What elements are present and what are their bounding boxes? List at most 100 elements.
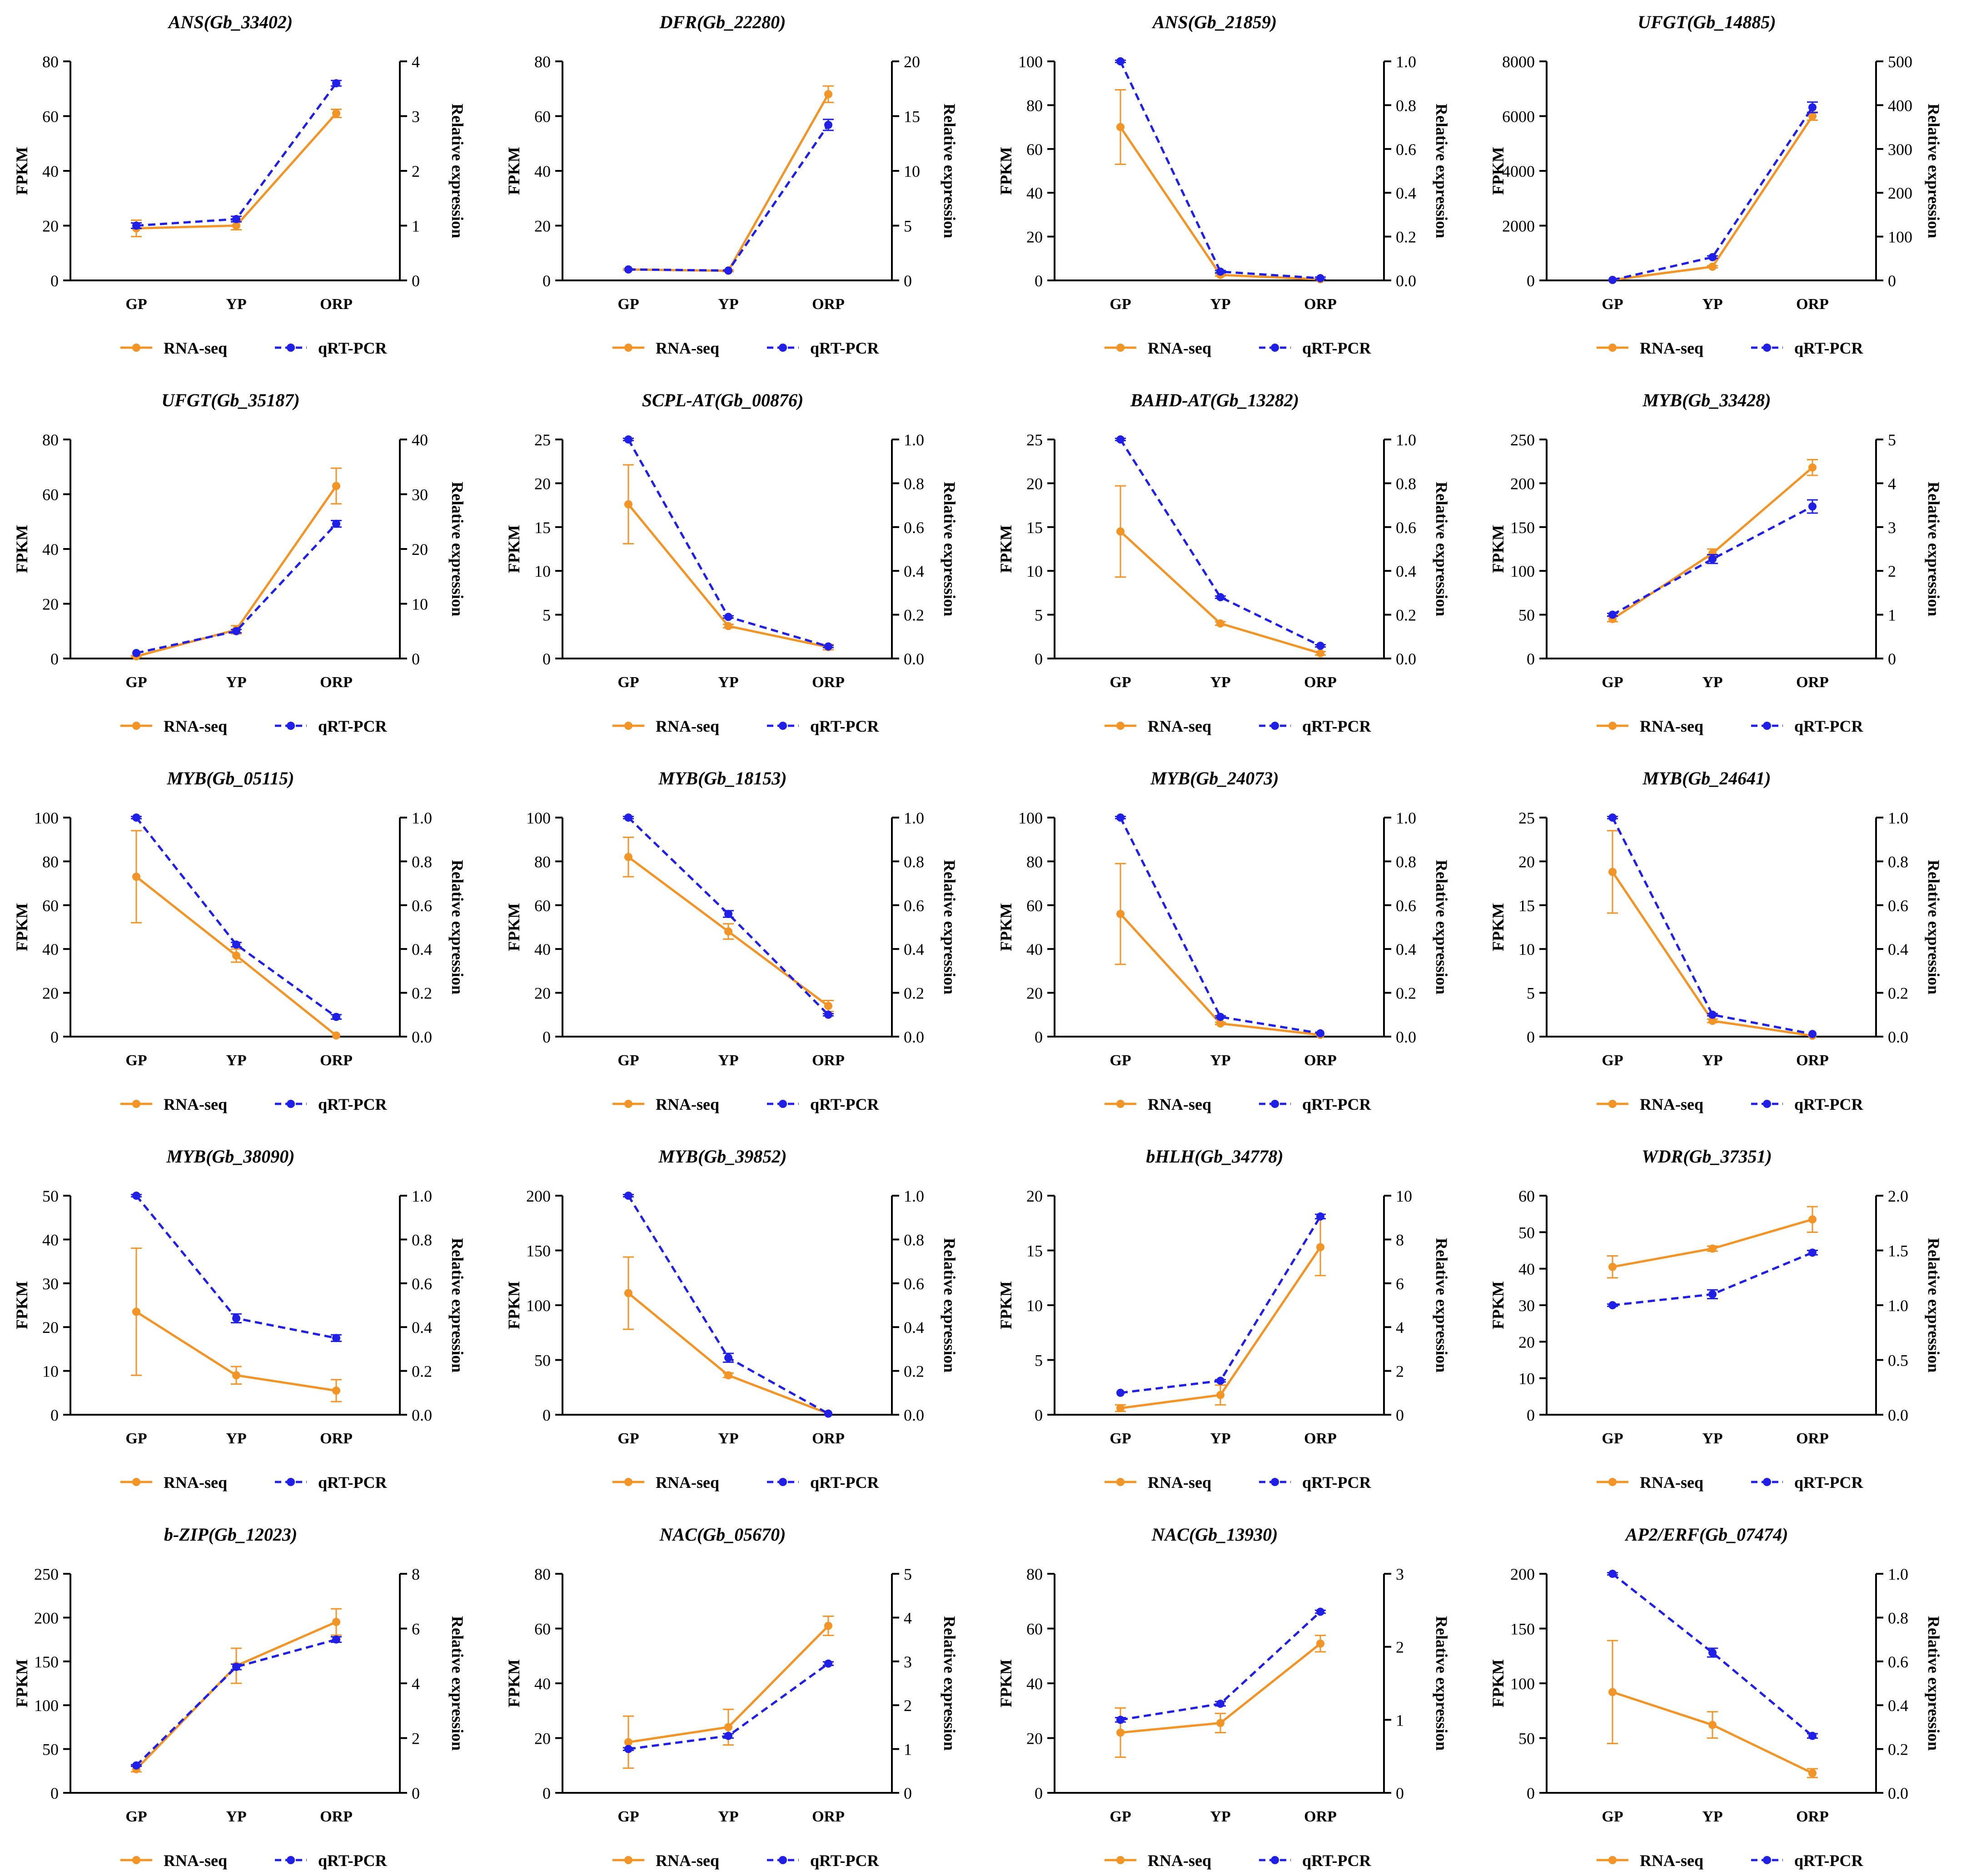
y-left-axis-label: FPKM: [997, 903, 1015, 951]
y-right-axis-label: Relative expression: [1433, 1238, 1451, 1372]
y-right-tick-label: 2: [1396, 1362, 1404, 1381]
y-left-tick-label: 150: [1510, 519, 1535, 537]
series-line: [1119, 126, 1321, 281]
legend-qrt-pcr-marker: [1271, 722, 1279, 730]
data-point: [1608, 610, 1617, 619]
data-point: [1316, 274, 1324, 283]
legend-rna-seq-marker: [132, 722, 140, 730]
legend: RNA-seq qRT-PCR: [612, 339, 879, 357]
series-qrt-pcr: [1608, 101, 1818, 284]
legend-rna-seq-marker: [624, 344, 632, 352]
y-right-tick-label: 400: [1888, 96, 1912, 115]
data-point: [624, 1192, 632, 1200]
y-left-axis-label: FPKM: [505, 1281, 523, 1329]
y-right-tick-label: 0.2: [904, 606, 924, 624]
y-right-tick-label: 0.0: [904, 1028, 924, 1046]
x-tick-label: YP: [718, 296, 738, 313]
series-qrt-pcr: [623, 813, 834, 1019]
y-left-tick-label: 0: [543, 1784, 551, 1802]
series-rna-seq: [131, 1247, 342, 1402]
y-right-tick-label: 0.4: [904, 1318, 924, 1337]
y-left-axis-label: FPKM: [13, 1281, 31, 1329]
y-right-tick-label: 0: [412, 272, 420, 290]
y-left-tick-label: 40: [42, 162, 59, 180]
y-right-tick-label: 10: [412, 595, 428, 614]
y-left-tick-label: 250: [1510, 431, 1535, 449]
series-line: [1119, 60, 1321, 279]
legend-qrt-pcr-label: qRT-PCR: [1794, 1095, 1863, 1113]
y-right-tick-label: 0: [412, 650, 420, 668]
series-rna-seq: [623, 1615, 834, 1769]
x-tick-label: YP: [226, 1430, 246, 1447]
y-left-tick-label: 100: [34, 809, 59, 827]
legend: RNA-seq qRT-PCR: [1105, 339, 1371, 357]
legend-qrt-pcr-label: qRT-PCR: [1302, 717, 1371, 735]
data-point: [1608, 868, 1617, 876]
x-tick-label: ORP: [320, 674, 353, 691]
y-right-tick-label: 0.8: [1396, 96, 1416, 115]
y-right-tick-label: 0.8: [412, 1231, 432, 1249]
chart-panel-19: NAC(Gb_13930) 0 20 40 60 80 0 1 2 3 FPKM Relative e…: [997, 1524, 1451, 1870]
legend-qrt-pcr-label: qRT-PCR: [318, 717, 387, 735]
series-line: [135, 817, 337, 1018]
y-left-tick-label: 50: [1518, 606, 1535, 624]
y-left-axis-label: FPKM: [997, 147, 1015, 195]
y-right-tick-label: 2.0: [1888, 1187, 1908, 1205]
y-right-tick-label: 4: [904, 1609, 912, 1627]
y-right-tick-label: 0.6: [904, 519, 924, 537]
data-point: [624, 1289, 632, 1297]
data-point: [724, 1723, 732, 1731]
x-tick-label: ORP: [320, 1430, 353, 1447]
legend-qrt-pcr-marker: [1271, 1856, 1279, 1864]
y-left-tick-label: 40: [42, 1231, 59, 1249]
series-qrt-pcr: [624, 119, 834, 275]
y-right-axis-label: Relative expression: [448, 104, 467, 238]
x-tick-label: ORP: [320, 296, 353, 313]
series-line: [1119, 439, 1321, 647]
data-point: [1216, 1013, 1224, 1021]
series-qrt-pcr: [623, 435, 834, 651]
legend-rna-seq-label: RNA-seq: [1148, 1095, 1211, 1113]
y-left-axis-label: FPKM: [1489, 147, 1507, 195]
y-left-tick-label: 80: [42, 431, 59, 449]
y-left-tick-label: 2000: [1502, 217, 1535, 235]
y-left-tick-label: 100: [526, 809, 551, 827]
legend: RNA-seq qRT-PCR: [1597, 1095, 1863, 1113]
chart-panel-20: AP2/ERF(Gb_07474) 0 50 100 150 200 0.0 0.2 0.4 0.…: [1489, 1524, 1943, 1870]
chart-title: NAC(Gb_05670): [659, 1524, 786, 1545]
y-left-tick-label: 10: [42, 1362, 59, 1381]
series-rna-seq: [1115, 1218, 1326, 1412]
y-right-tick-label: 10: [1396, 1187, 1412, 1205]
series-qrt-pcr: [1115, 813, 1324, 1038]
x-tick-label: YP: [1210, 296, 1230, 313]
data-point: [724, 613, 732, 621]
y-right-tick-label: 0.4: [412, 940, 432, 958]
y-left-tick-label: 0: [543, 650, 551, 668]
y-left-tick-label: 80: [42, 53, 59, 71]
legend-rna-seq-marker: [132, 1478, 140, 1486]
y-right-tick-label: 4: [1888, 474, 1896, 493]
data-point: [1116, 123, 1125, 131]
data-point: [1116, 1716, 1125, 1724]
data-point: [232, 1371, 240, 1380]
series-line: [135, 1621, 337, 1770]
series-qrt-pcr: [1607, 1570, 1818, 1740]
data-point: [1708, 262, 1717, 271]
series-line: [136, 112, 337, 230]
legend-qrt-pcr-label: qRT-PCR: [1302, 339, 1371, 357]
y-left-tick-label: 0: [1527, 1784, 1535, 1802]
y-right-tick-label: 1.0: [904, 431, 924, 449]
legend-rna-seq-marker: [624, 722, 632, 730]
y-right-tick-label: 1: [1396, 1711, 1404, 1729]
y-right-axis-label: Relative expression: [1925, 860, 1943, 994]
x-tick-label: GP: [1110, 1808, 1131, 1825]
data-point: [1708, 1721, 1717, 1729]
legend-qrt-pcr-label: qRT-PCR: [810, 1095, 879, 1113]
x-tick-label: GP: [617, 1430, 639, 1447]
x-tick-label: ORP: [1796, 1808, 1829, 1825]
x-tick-label: GP: [125, 674, 147, 691]
x-tick-label: YP: [718, 674, 738, 691]
y-left-tick-label: 200: [526, 1187, 551, 1205]
series-qrt-pcr: [1607, 499, 1818, 619]
y-right-axis-label: Relative expression: [1925, 1616, 1943, 1751]
